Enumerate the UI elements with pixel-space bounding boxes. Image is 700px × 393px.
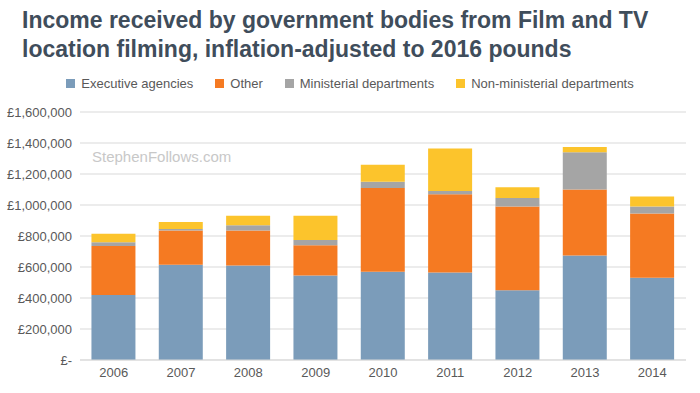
svg-text:£1,200,000: £1,200,000 <box>8 167 72 182</box>
html-text:Executive agencies: Executive agencies <box>81 76 194 91</box>
svg-text:£-: £- <box>60 353 72 368</box>
svg-text:£600,000: £600,000 <box>18 260 72 275</box>
html-text:Income received by government: Income received by government bodies fro… <box>22 7 649 62</box>
svg-text:2006: 2006 <box>99 365 128 380</box>
svg-text:2007: 2007 <box>167 365 196 380</box>
svg-text:2009: 2009 <box>301 365 330 380</box>
svg-text:2010: 2010 <box>369 365 398 380</box>
svg-text:2013: 2013 <box>571 365 600 380</box>
html-text:Non-ministerial departments: Non-ministerial departments <box>471 76 634 91</box>
svg-text:2012: 2012 <box>503 365 532 380</box>
svg-text:£200,000: £200,000 <box>18 322 72 337</box>
svg-text:£800,000: £800,000 <box>18 229 72 244</box>
svg-text:2014: 2014 <box>638 365 667 380</box>
html-text:StephenFollows.com: StephenFollows.com <box>92 148 232 165</box>
html-text:Other: Other <box>230 76 263 91</box>
svg-text:2008: 2008 <box>234 365 263 380</box>
svg-text:2011: 2011 <box>436 365 464 380</box>
svg-text:£400,000: £400,000 <box>18 291 72 306</box>
svg-text:£1,400,000: £1,400,000 <box>8 136 72 151</box>
html-text:Ministerial departments: Ministerial departments <box>299 76 435 91</box>
svg-text:£1,600,000: £1,600,000 <box>8 105 72 120</box>
svg-text:£1,000,000: £1,000,000 <box>8 198 72 213</box>
